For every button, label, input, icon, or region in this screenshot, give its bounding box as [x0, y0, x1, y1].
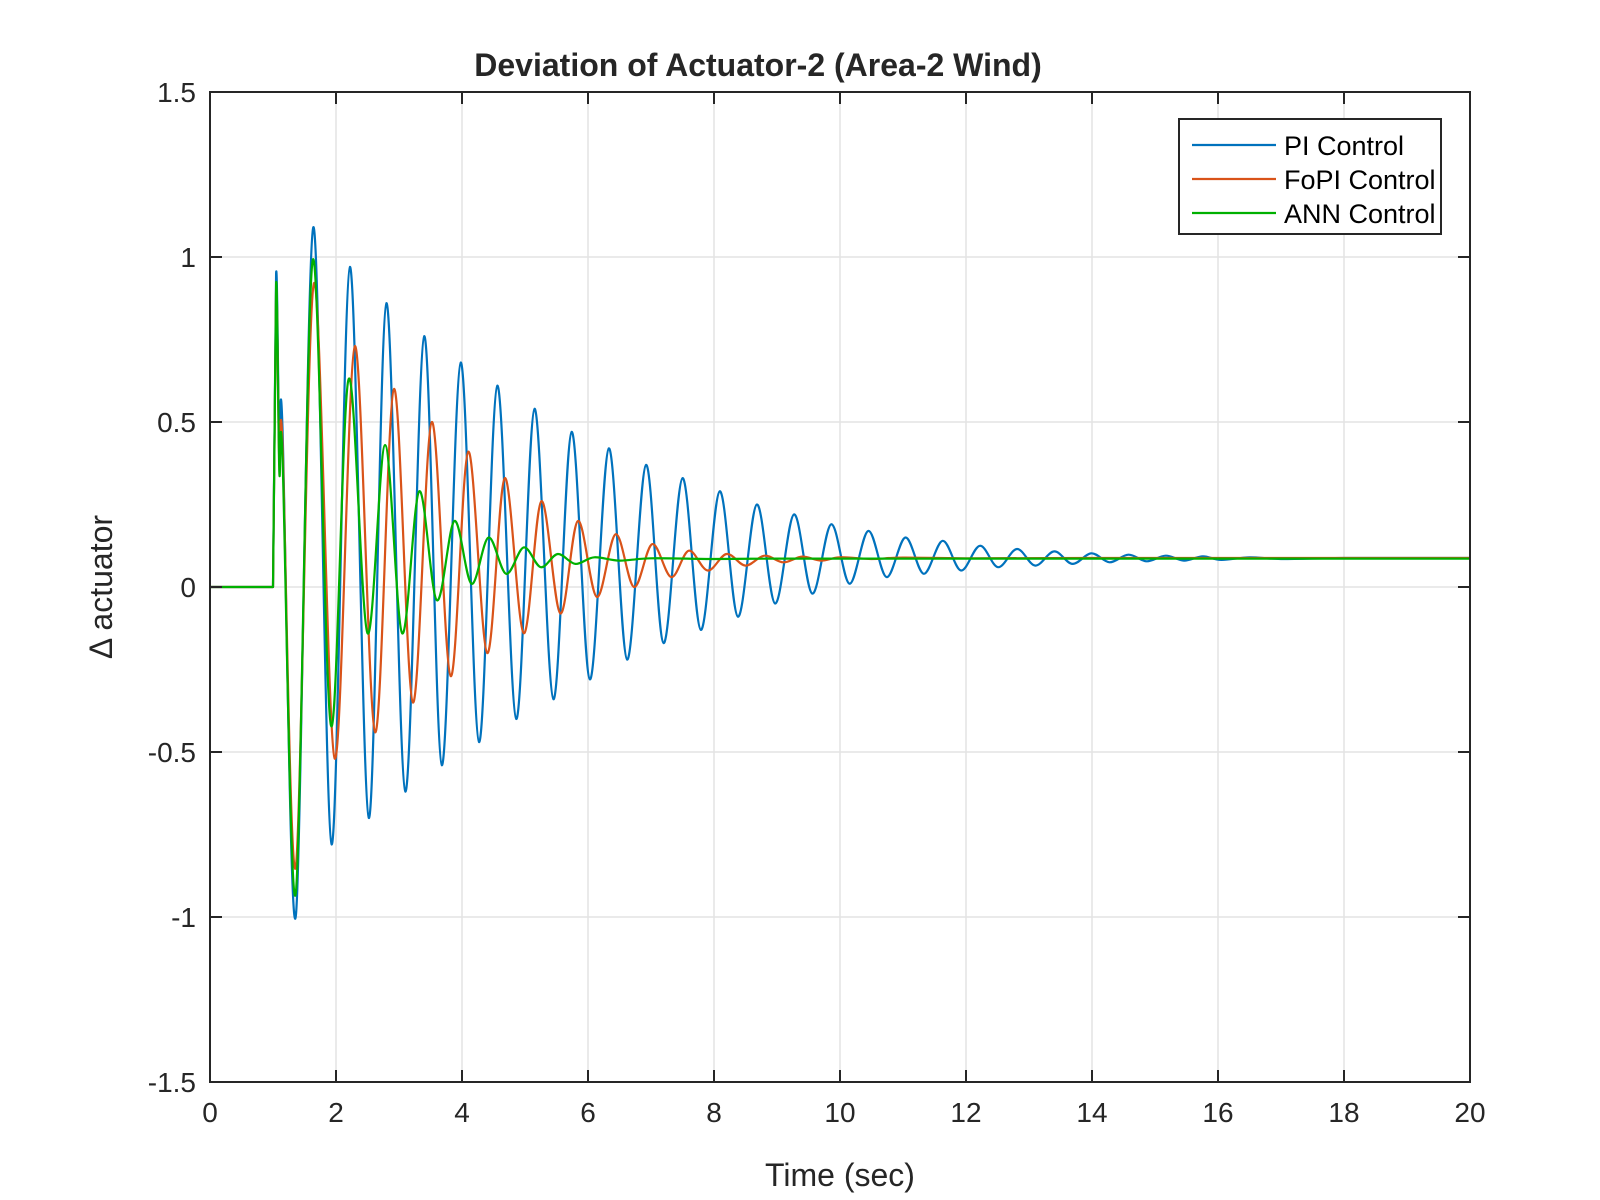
series-line-ann-control [210, 258, 1470, 897]
legend: PI Control FoPI Control ANN Control [1178, 118, 1442, 235]
y-axis-label: Δ actuator [83, 515, 119, 659]
x-tick-label: 4 [454, 1097, 470, 1128]
y-tick-label: 1.5 [157, 77, 196, 108]
x-axis-label: Time (sec) [765, 1157, 915, 1193]
y-tick-label: -1.5 [148, 1067, 196, 1098]
legend-box [1178, 118, 1442, 235]
chart-title: Deviation of Actuator-2 (Area-2 Wind) [474, 47, 1041, 83]
x-tick-label: 8 [706, 1097, 722, 1128]
y-tick-labels: -1.5 -1 -0.5 0 0.5 1 1.5 [148, 77, 196, 1098]
series-layer [210, 226, 1470, 920]
legend-label-pi-control: PI Control [1284, 131, 1404, 161]
x-tick-label: 10 [824, 1097, 855, 1128]
series-line-fopi-control [210, 282, 1470, 870]
y-tick-label: 0 [180, 572, 196, 603]
x-tick-label: 2 [328, 1097, 344, 1128]
x-tick-labels: 0 2 4 6 8 10 12 14 16 18 20 [202, 1097, 1485, 1128]
x-tick-label: 14 [1076, 1097, 1107, 1128]
y-tick-label: -0.5 [148, 737, 196, 768]
x-tick-label: 0 [202, 1097, 218, 1128]
series-line-pi-control [210, 226, 1470, 920]
x-tick-label: 12 [950, 1097, 981, 1128]
ticks [209, 91, 1471, 1083]
y-tick-label: 1 [180, 242, 196, 273]
x-tick-label: 18 [1328, 1097, 1359, 1128]
legend-label-fopi-control: FoPI Control [1284, 165, 1436, 195]
y-tick-label: 0.5 [157, 407, 196, 438]
x-tick-label: 6 [580, 1097, 596, 1128]
legend-label-ann-control: ANN Control [1284, 199, 1436, 229]
x-tick-label: 16 [1202, 1097, 1233, 1128]
y-tick-label: -1 [171, 902, 196, 933]
x-tick-label: 20 [1454, 1097, 1485, 1128]
